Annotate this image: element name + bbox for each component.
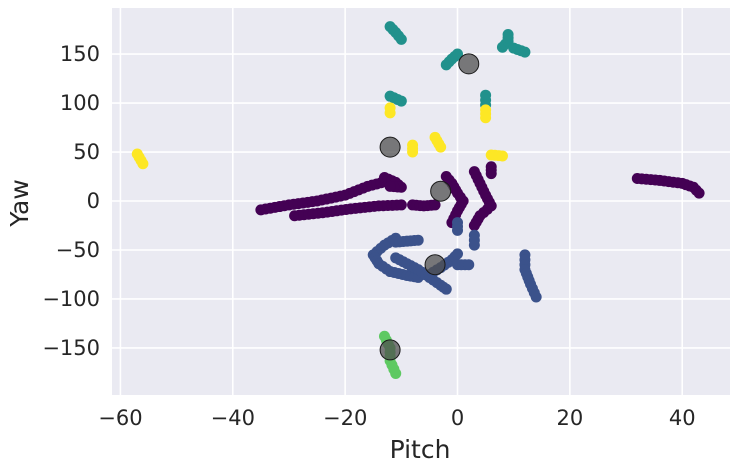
data-point <box>693 187 705 199</box>
data-point <box>502 28 514 40</box>
data-point <box>412 234 424 246</box>
data-point <box>429 199 441 211</box>
x-tick-label: 20 <box>557 406 584 430</box>
data-point <box>395 33 407 45</box>
data-point <box>395 95 407 107</box>
data-point <box>137 158 149 170</box>
data-point <box>390 367 402 379</box>
y-tick-label: 100 <box>60 91 100 115</box>
data-point <box>496 150 508 162</box>
x-tick-label: −40 <box>211 406 255 430</box>
cluster-center <box>424 254 446 276</box>
y-tick-label: −50 <box>56 238 100 262</box>
data-point <box>468 220 480 232</box>
data-point <box>480 112 492 124</box>
data-point <box>407 146 419 158</box>
y-tick-label: 0 <box>87 189 100 213</box>
data-point <box>463 259 475 271</box>
data-point <box>452 248 464 260</box>
x-tick-label: 0 <box>451 406 464 430</box>
data-point <box>395 199 407 211</box>
data-points <box>131 21 705 379</box>
cluster-center <box>379 136 401 158</box>
data-point <box>384 180 396 192</box>
cluster-center <box>430 180 452 202</box>
cluster-center <box>379 339 401 361</box>
y-tick-label: 150 <box>60 42 100 66</box>
data-point <box>440 283 452 295</box>
y-tick-labels: −150 −100 −50 0 50 100 150 <box>42 42 100 360</box>
y-tick-label: 50 <box>73 140 100 164</box>
data-point <box>452 224 464 236</box>
data-point <box>530 291 542 303</box>
data-point <box>384 107 396 119</box>
data-point <box>485 168 497 180</box>
y-axis-label: Yaw <box>5 179 34 228</box>
y-tick-label: −150 <box>42 336 100 360</box>
data-point <box>435 141 447 153</box>
x-tick-label: 40 <box>669 406 696 430</box>
x-tick-label: −20 <box>323 406 367 430</box>
cluster-centers <box>379 53 480 361</box>
data-point <box>519 46 531 58</box>
data-point <box>468 239 480 251</box>
y-tick-label: −100 <box>42 287 100 311</box>
x-tick-labels: −60 −40 −20 0 20 40 <box>98 406 695 430</box>
x-tick-label: −60 <box>98 406 142 430</box>
cluster-center <box>458 53 480 75</box>
x-axis-label: Pitch <box>390 435 451 464</box>
data-point <box>452 48 464 60</box>
